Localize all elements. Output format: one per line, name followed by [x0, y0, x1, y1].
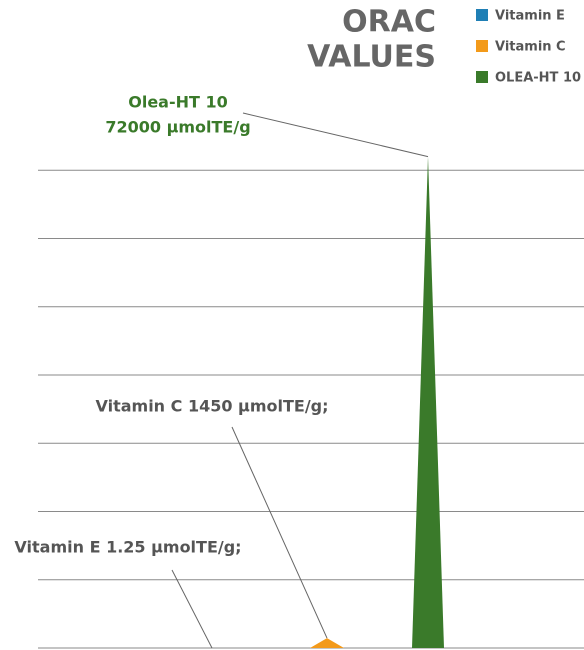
annotation: 72000 μmolTE/g	[105, 118, 250, 137]
legend-label: Vitamin C	[495, 40, 566, 55]
chart-title: ORAC	[342, 5, 436, 40]
spike	[310, 638, 344, 648]
annotation: Vitamin E 1.25 μmolTE/g;	[14, 538, 241, 557]
legend-swatch	[476, 40, 488, 52]
chart-title: VALUES	[307, 40, 436, 75]
annotation: Olea-HT 10	[128, 93, 228, 112]
spike	[412, 156, 444, 648]
legend-swatch	[476, 9, 488, 21]
annotation: Vitamin C 1450 μmolTE/g;	[95, 397, 328, 416]
legend-label: OLEA-HT 10	[495, 71, 581, 86]
leader-line	[171, 569, 213, 649]
leader-line	[242, 112, 429, 158]
legend-swatch	[476, 71, 488, 83]
legend-label: Vitamin E	[495, 9, 565, 24]
leader-line	[231, 426, 328, 639]
